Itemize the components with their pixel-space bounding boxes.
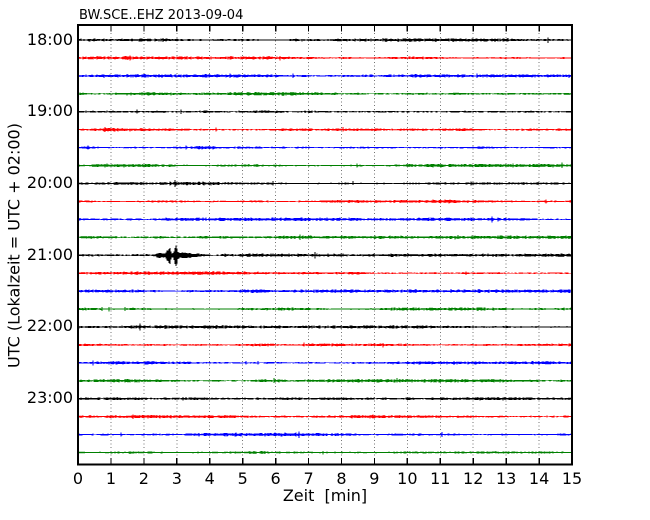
y-tick-label: 22:00 <box>26 316 73 336</box>
x-tick-label: 3 <box>171 469 182 488</box>
x-tick-label: 5 <box>237 469 248 488</box>
seismogram-trace <box>77 145 573 150</box>
seismogram-trace <box>77 37 573 43</box>
seismogram-trace <box>77 91 573 96</box>
seismogram-trace <box>77 431 573 438</box>
seismogram-trace <box>77 109 573 115</box>
seismogram-trace <box>77 360 573 366</box>
seismogram-trace <box>77 289 573 294</box>
seismogram-trace <box>77 234 573 240</box>
x-tick-label: 2 <box>138 469 149 488</box>
x-axis-label: Zeit [min] <box>282 486 368 505</box>
seismogram-trace <box>77 127 573 132</box>
x-tick-label: 11 <box>430 469 451 488</box>
x-tick-label: 12 <box>463 469 484 488</box>
x-tick-label: 4 <box>204 469 215 488</box>
x-tick-label: 14 <box>528 469 550 488</box>
y-tick-label: 20:00 <box>26 172 73 192</box>
seismogram-trace <box>77 55 573 61</box>
seismogram-trace <box>77 199 573 204</box>
seismogram-trace <box>77 162 573 169</box>
x-tick-label: 1 <box>105 469 117 488</box>
seismogram-trace <box>77 271 573 276</box>
x-tick-label: 7 <box>303 469 314 488</box>
x-tick-label: 8 <box>336 469 347 488</box>
x-tick-label: 9 <box>369 469 380 488</box>
x-tick-label: 10 <box>397 469 418 488</box>
seismogram-trace <box>77 73 573 78</box>
x-tick-label: 0 <box>72 469 84 488</box>
y-tick-label: 19:00 <box>26 101 73 121</box>
seismogram-trace <box>77 414 573 419</box>
axes-border <box>77 24 573 466</box>
x-tick-label: 6 <box>270 469 281 488</box>
x-tick-label: 15 <box>561 469 583 488</box>
seismogram-trace <box>77 450 573 455</box>
tick-marks <box>77 25 573 465</box>
seismogram-trace <box>77 306 573 312</box>
y-tick-label: 18:00 <box>26 29 73 49</box>
y-tick-label: 23:00 <box>26 388 73 408</box>
seismogram-trace <box>77 216 573 223</box>
x-tick-label: 13 <box>495 469 517 488</box>
seismogram-trace <box>77 342 573 348</box>
seismogram-trace <box>77 378 573 384</box>
seismogram-trace <box>77 245 573 267</box>
seismogram-trace <box>77 323 573 331</box>
seismogram-trace <box>77 180 573 187</box>
plot-title: BW.SCE..EHZ 2013-09-04 <box>79 8 244 23</box>
seismogram-trace <box>77 397 573 401</box>
y-tick-label: 21:00 <box>26 244 73 264</box>
